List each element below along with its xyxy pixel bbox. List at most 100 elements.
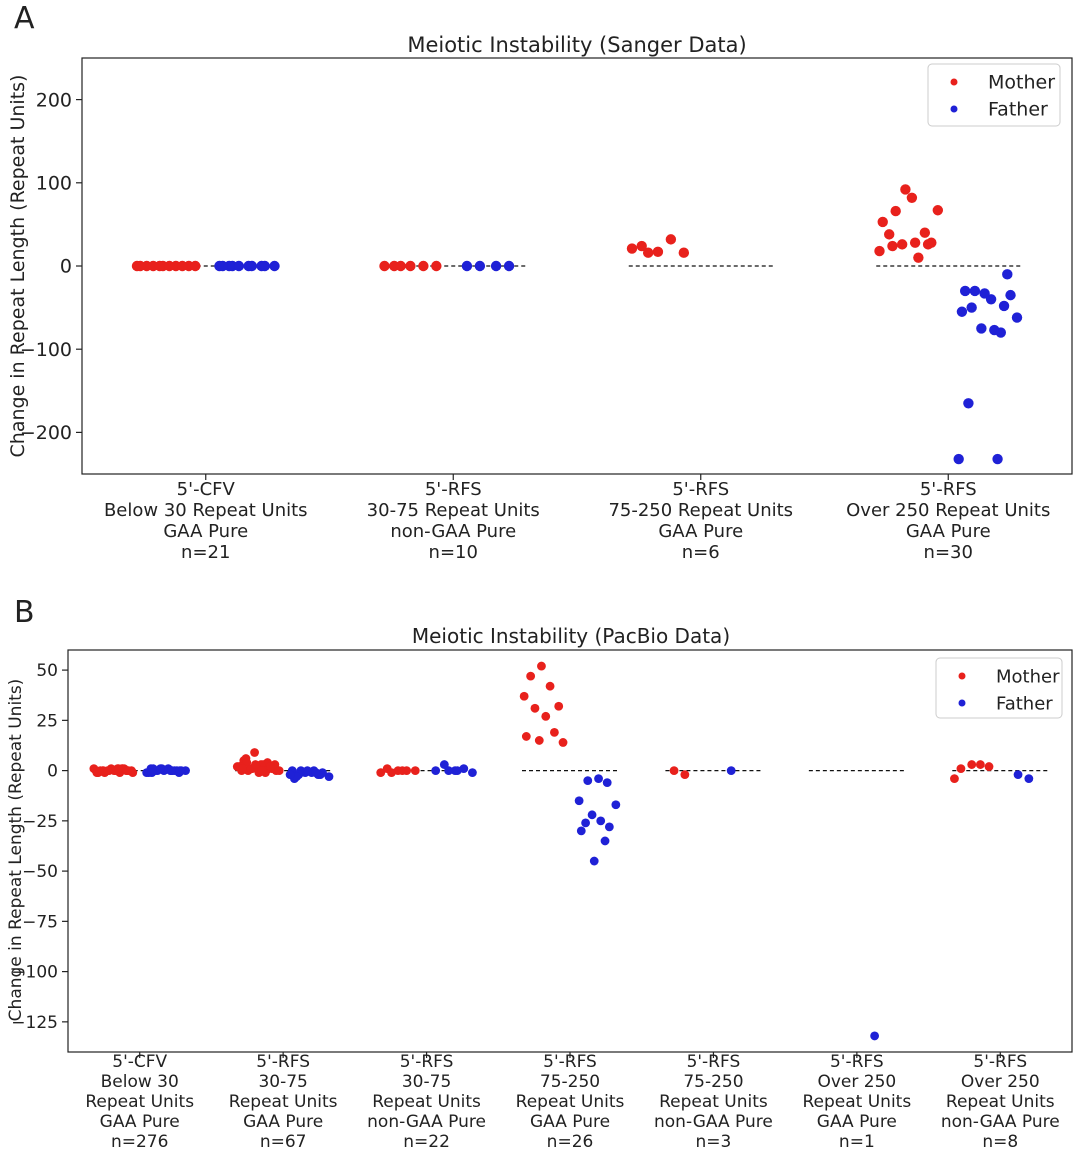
panel-b-father-point xyxy=(166,766,176,775)
panel-b-legend-marker-father xyxy=(958,699,966,707)
panel-b-y-tick-label: −100 xyxy=(11,963,58,983)
panel-a-x-tick-label: 30-75 Repeat Units xyxy=(367,500,540,521)
panel-b-mother-point xyxy=(519,691,529,701)
panel-b-x-tick-label: GAA Pure xyxy=(100,1112,180,1132)
panel-a-y-tick-label: 0 xyxy=(60,256,72,278)
panel-a-mother-point xyxy=(922,239,934,250)
panel-a-mother-point xyxy=(906,192,918,203)
panel-b-father-point xyxy=(444,766,454,775)
panel-a-x-tick-label: 5'-RFS xyxy=(920,479,977,500)
panel-b-father-point xyxy=(583,776,593,786)
panel-a-x-tick-label: n=30 xyxy=(924,542,973,563)
panel-a-father-point xyxy=(233,260,245,272)
panel-b-mother-point xyxy=(526,671,536,681)
panel-a-mother-point xyxy=(190,260,201,272)
panel-b-y-tick-label: 0 xyxy=(47,762,58,782)
panel-a-mother-point xyxy=(405,260,416,272)
panel-b-legend-box xyxy=(935,657,1063,719)
panel-b-x-tick-label: Repeat Units xyxy=(802,1092,911,1112)
panel-b-x-tick-label: Below 30 xyxy=(101,1072,179,1092)
panel-b-y-tick-label: 50 xyxy=(36,661,58,681)
panel-a-father-point xyxy=(246,260,258,272)
panel-b-father-point xyxy=(611,800,621,810)
panel-a-y-tick-label: 100 xyxy=(36,172,72,194)
panel-b-father-point xyxy=(594,774,603,784)
panel-a-x-tick-label: n=10 xyxy=(429,542,478,563)
panel-b-x-tick-label: 5'-RFS xyxy=(256,1052,310,1072)
panel-a-mother-point xyxy=(626,243,638,254)
panel-a-mother-point xyxy=(418,260,429,272)
panel-a-father-point xyxy=(461,260,473,272)
panel-a-mother-point xyxy=(652,246,664,258)
panel-b-mother-point xyxy=(956,764,966,773)
panel-b-mother-point xyxy=(521,732,531,741)
panel-b-mother-point xyxy=(545,681,555,691)
panel-b-father-point xyxy=(576,826,586,836)
panel-b-x-tick-label: n=3 xyxy=(696,1132,732,1152)
panel-b-x-tick-label: n=276 xyxy=(111,1132,168,1152)
panel-a-mother-point xyxy=(678,247,690,258)
panel-a-father-point xyxy=(269,260,280,272)
panel-a-mother-point xyxy=(932,205,944,216)
panel-b-mother-point xyxy=(537,661,546,671)
panel-a-mother-point xyxy=(177,260,188,272)
panel-b-x-tick-label: Repeat Units xyxy=(659,1092,768,1112)
panel-b-father-point xyxy=(589,856,599,866)
panel-b-mother-point xyxy=(558,738,568,747)
panel-a-label: A xyxy=(14,1,35,36)
panel-b-father-point xyxy=(431,766,441,775)
panel-b-mother-point xyxy=(984,762,994,771)
panel-b-father-point xyxy=(574,796,584,806)
panel-a-mother-point xyxy=(154,260,165,272)
panel-b-father-point xyxy=(302,766,312,775)
panel-b-father-point xyxy=(596,816,606,826)
panel-b-x-tick-label: n=26 xyxy=(547,1132,594,1152)
panel-a-mother-point xyxy=(913,252,924,263)
panel-b-father-point xyxy=(602,778,612,788)
panel-b-mother-point xyxy=(92,768,102,778)
panel-b-y-tick-label: −125 xyxy=(11,1013,58,1033)
panel-b-father-point xyxy=(468,768,477,778)
panel-a-mother-point xyxy=(909,237,921,248)
panel-a-mother-point xyxy=(431,260,442,272)
panel-a-father-point xyxy=(259,260,270,272)
panel-a-mother-point xyxy=(884,229,895,240)
panel-b-mother-point xyxy=(376,768,386,778)
panel-a-mother-point xyxy=(642,247,654,258)
panel-b-mother-point xyxy=(534,736,544,745)
panel-a-legend-label-father: Father xyxy=(988,99,1048,121)
panel-b-mother-point xyxy=(250,748,259,757)
panel-b-x-tick-label: non-GAA Pure xyxy=(367,1112,486,1132)
panel-b-x-tick-label: 5'-RFS xyxy=(543,1052,597,1072)
panel-b-mother-point xyxy=(397,766,407,775)
panel-b-mother-point xyxy=(550,728,559,737)
panel-a-legend-marker-father xyxy=(950,105,958,113)
panel-a-x-tick-label: GAA Pure xyxy=(906,521,991,542)
panel-b-mother-point xyxy=(975,760,985,769)
panel-b-y-tick-label: −25 xyxy=(22,812,58,832)
panel-a-x-tick-label: Over 250 Repeat Units xyxy=(846,500,1050,521)
panel-b-x-tick-label: Repeat Units xyxy=(516,1092,625,1112)
panel-b-father-point xyxy=(1013,770,1023,780)
panel-a-legend-marker-mother xyxy=(950,78,958,86)
panel-a-y-tick-label: −200 xyxy=(20,422,72,444)
panel-b-mother-point xyxy=(950,774,959,784)
panel-b-y-axis-label: Change in Repeat Length (Repeat Units) xyxy=(6,679,26,1022)
panel-b-father-point xyxy=(581,818,590,828)
panel-a-y-tick-label: 200 xyxy=(36,89,72,111)
panel-a-legend-label-mother: Mother xyxy=(988,72,1055,94)
panel-b-x-tick-label: 5'-CFV xyxy=(112,1052,167,1072)
panel-a-mother-point xyxy=(379,260,390,272)
panel-a-father-point xyxy=(1002,269,1013,280)
panel-b-x-tick-label: non-GAA Pure xyxy=(654,1112,773,1132)
panel-b-x-tick-label: GAA Pure xyxy=(530,1112,610,1132)
panel-a-x-tick-label: GAA Pure xyxy=(163,521,248,542)
panel-b-mother-point xyxy=(114,764,123,773)
panel-a-mother-point xyxy=(164,260,175,272)
panel-a-mother-point xyxy=(665,234,677,245)
panel-b-x-tick-label: 75-250 xyxy=(683,1072,743,1092)
panel-b-legend-marker-mother xyxy=(958,672,966,680)
panel-a-title: Meiotic Instability (Sanger Data) xyxy=(407,33,746,57)
panel-a-father-point xyxy=(963,398,974,409)
panel-a-x-tick-label: 5'-RFS xyxy=(425,479,482,500)
